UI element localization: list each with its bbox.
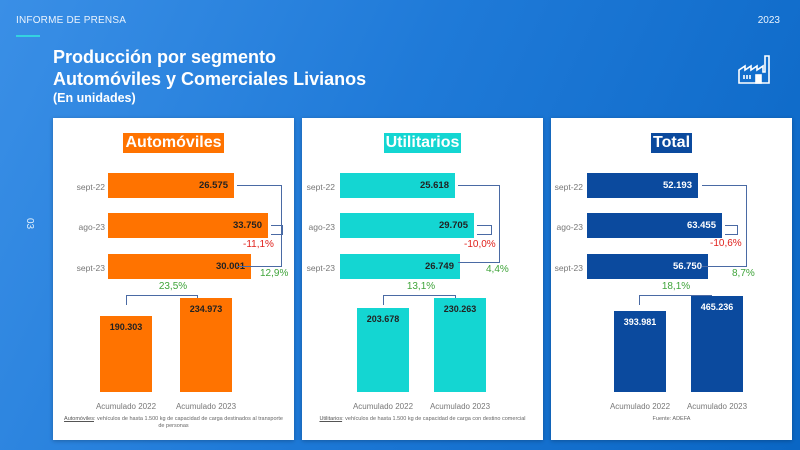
bar-value: 234.973 (189, 304, 223, 314)
bar-value: 190.303 (109, 322, 143, 332)
factory-icon (738, 55, 770, 84)
bar-acumulado-2023: 234.973 (180, 298, 232, 392)
footnote-term: Automóviles (64, 416, 94, 422)
yearly-connector (237, 185, 282, 267)
bar-value: 203.678 (366, 314, 400, 324)
bar-ago-23: 63.455 (587, 213, 722, 238)
accum-change: 23,5% (158, 281, 188, 292)
bar-sept-23: 56.750 (587, 254, 708, 279)
bar-value: 33.750 (232, 220, 262, 231)
x-label: Acumulado 2023 (686, 402, 748, 411)
footnote: Automóviles: vehículos de hasta 1.500 kg… (63, 416, 284, 430)
bar-value: 393.981 (623, 317, 657, 327)
row-label: ago-23 (78, 222, 105, 232)
footnote-text: : vehículos de hasta 1.500 kg de capacid… (342, 416, 526, 422)
title-subtitle: (En unidades) (53, 91, 136, 105)
monthly-change: -10,0% (464, 239, 496, 250)
bar-sept-23: 30.001 (108, 254, 251, 279)
bar-value: 25.618 (419, 180, 449, 191)
row-label: sept-22 (554, 182, 583, 192)
x-label: Acumulado 2023 (429, 402, 491, 411)
bar-value: 465.236 (700, 302, 734, 312)
bar-ago-23: 33.750 (108, 213, 268, 238)
bar-acumulado-2022: 203.678 (357, 308, 409, 392)
row-label: sept-22 (306, 182, 335, 192)
panel-title: Utilitarios (383, 133, 462, 153)
yearly-connector (458, 185, 500, 263)
footnote-text: : vehículos de hasta 1.500 kg de capacid… (94, 416, 283, 429)
bar-value: 30.001 (215, 261, 245, 272)
bar-value: 26.749 (424, 261, 454, 272)
header-rule (16, 35, 40, 37)
row-label: sept-23 (306, 263, 335, 273)
year-label: 2023 (757, 15, 780, 26)
panel-total: Total sept-22 52.193 ago-23 63.455 sept-… (551, 118, 792, 440)
yearly-connector (702, 185, 747, 267)
bar-value: 63.455 (686, 220, 716, 231)
monthly-connector (725, 225, 738, 235)
bar-acumulado-2023: 465.236 (691, 296, 743, 392)
bar-value: 26.575 (198, 180, 228, 191)
bar-sept-22: 25.618 (340, 173, 455, 198)
monthly-connector (477, 225, 492, 235)
row-label: sept-22 (76, 182, 105, 192)
accum-change: 13,1% (406, 281, 436, 292)
bar-sept-22: 52.193 (587, 173, 698, 198)
x-label: Acumulado 2022 (352, 402, 414, 411)
header-label: INFORME DE PRENSA (16, 15, 127, 26)
x-label: Acumulado 2023 (175, 402, 237, 411)
page-title: Producción por segmento Automóviles y Co… (53, 46, 366, 107)
monthly-connector (271, 225, 283, 235)
panel-automoviles: Automóviles sept-22 26.575 ago-23 33.750… (53, 118, 294, 440)
yearly-change: 8,7% (732, 268, 755, 279)
bar-value: 52.193 (662, 180, 692, 191)
bar-value: 230.263 (443, 304, 477, 314)
monthly-change: -10,6% (710, 238, 742, 249)
monthly-change: -11,1% (243, 239, 274, 250)
x-label: Acumulado 2022 (609, 402, 671, 411)
bar-acumulado-2022: 393.981 (614, 311, 666, 392)
bar-value: 29.705 (438, 220, 468, 231)
title-line-1: Producción por segmento (53, 47, 277, 67)
footnote: Utilitarios: vehículos de hasta 1.500 kg… (312, 416, 533, 423)
row-label: ago-23 (308, 222, 335, 232)
panel-title: Automóviles (123, 133, 224, 153)
footnote-term: Utilitarios (319, 416, 343, 422)
yearly-change: 4,4% (486, 264, 509, 275)
panel-utilitarios: Utilitarios sept-22 25.618 ago-23 29.705… (302, 118, 543, 440)
x-label: Acumulado 2022 (95, 402, 157, 411)
source-note: Fuente: ADEFA (652, 416, 691, 422)
bar-sept-22: 26.575 (108, 173, 234, 198)
bar-ago-23: 29.705 (340, 213, 474, 238)
bar-acumulado-2023: 230.263 (434, 298, 486, 392)
bar-sept-23: 26.749 (340, 254, 460, 279)
bar-value: 56.750 (672, 261, 702, 272)
title-line-2: Automóviles y Comerciales Livianos (53, 69, 367, 89)
accum-change: 18,1% (661, 281, 691, 292)
bar-acumulado-2022: 190.303 (100, 316, 152, 392)
row-label: sept-23 (76, 263, 105, 273)
row-label: ago-23 (556, 222, 583, 232)
yearly-change: 12,9% (260, 268, 289, 279)
page-number: 03 (24, 217, 36, 230)
row-label: sept-23 (554, 263, 583, 273)
panel-title: Total (650, 133, 693, 153)
